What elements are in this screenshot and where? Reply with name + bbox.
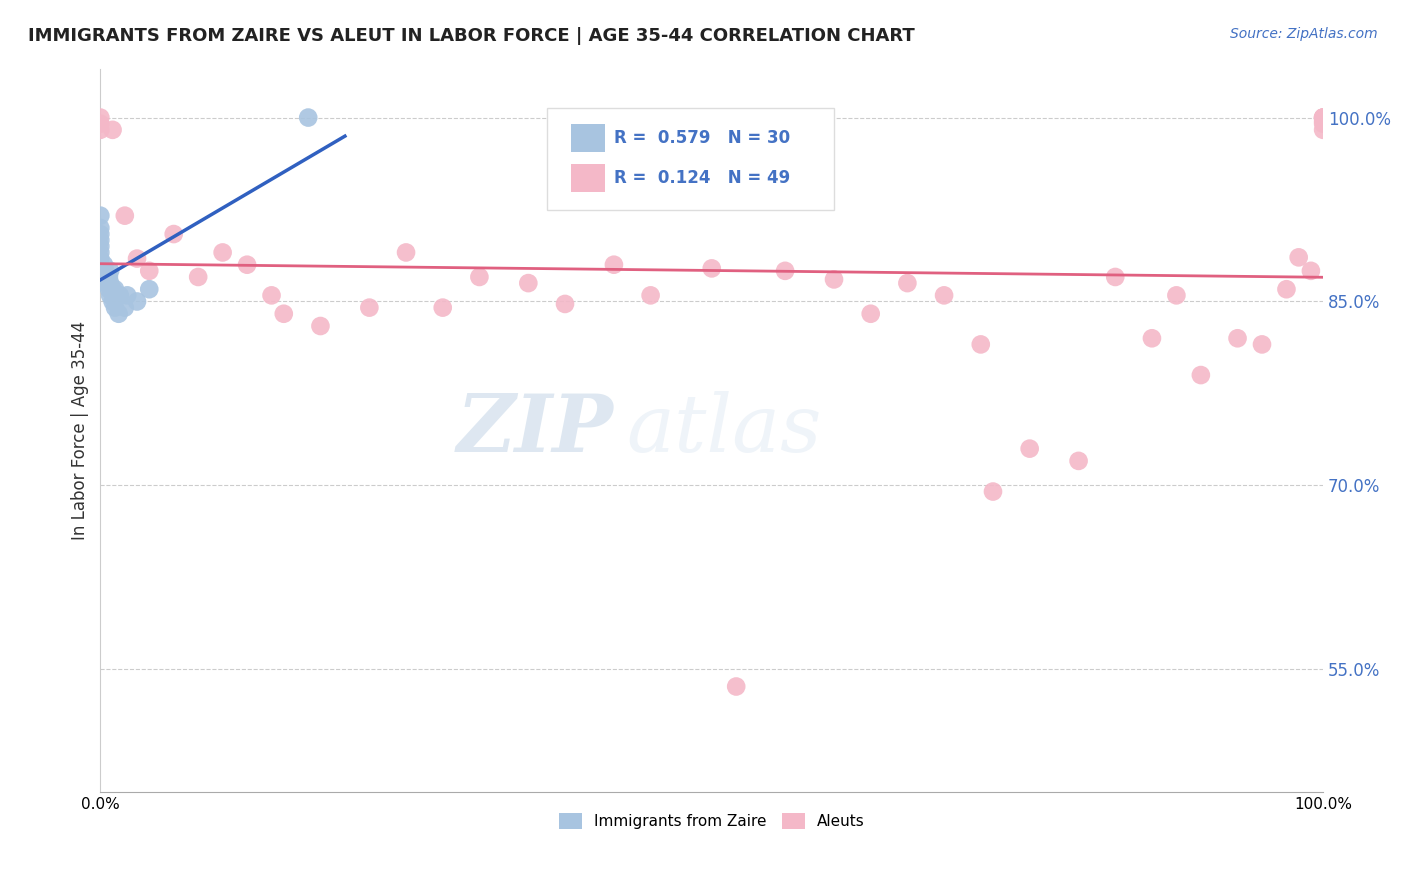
Point <box>603 258 626 272</box>
Point <box>101 282 124 296</box>
Point <box>163 227 186 241</box>
Point <box>89 245 111 260</box>
Point <box>309 318 332 333</box>
Point <box>97 282 120 296</box>
Point <box>125 294 148 309</box>
Text: Source: ZipAtlas.com: Source: ZipAtlas.com <box>1230 27 1378 41</box>
Point <box>125 252 148 266</box>
Point <box>89 221 111 235</box>
Point <box>1275 282 1298 296</box>
Point <box>297 111 319 125</box>
Y-axis label: In Labor Force | Age 35-44: In Labor Force | Age 35-44 <box>72 321 89 540</box>
Point <box>1312 117 1334 131</box>
Point <box>89 264 111 278</box>
Point <box>260 288 283 302</box>
Point <box>1018 442 1040 456</box>
Point <box>93 258 115 272</box>
Point <box>395 245 418 260</box>
Text: atlas: atlas <box>626 392 821 469</box>
Point <box>114 301 136 315</box>
Point <box>93 264 115 278</box>
Point <box>1312 111 1334 125</box>
Text: IMMIGRANTS FROM ZAIRE VS ALEUT IN LABOR FORCE | AGE 35-44 CORRELATION CHART: IMMIGRANTS FROM ZAIRE VS ALEUT IN LABOR … <box>28 27 915 45</box>
Point <box>1312 111 1334 125</box>
Point <box>94 264 117 278</box>
Point <box>1226 331 1249 345</box>
Point <box>89 209 111 223</box>
Point <box>89 258 111 272</box>
Point <box>859 307 882 321</box>
FancyBboxPatch shape <box>547 108 834 210</box>
Point <box>89 233 111 247</box>
Point <box>101 123 124 137</box>
Point <box>273 307 295 321</box>
Point <box>823 272 845 286</box>
Point <box>1140 331 1163 345</box>
Point <box>89 111 111 125</box>
Point <box>640 288 662 302</box>
Point <box>107 307 129 321</box>
Point <box>432 301 454 315</box>
Point <box>1166 288 1188 302</box>
Point <box>117 288 139 302</box>
Point <box>932 288 955 302</box>
Point <box>1299 264 1322 278</box>
Text: R =  0.124   N = 49: R = 0.124 N = 49 <box>614 169 790 186</box>
Point <box>89 117 111 131</box>
Point <box>98 276 121 290</box>
Point <box>700 261 723 276</box>
Point <box>94 276 117 290</box>
Point <box>98 264 121 278</box>
Point <box>981 484 1004 499</box>
Point <box>1104 270 1126 285</box>
Point <box>108 288 131 302</box>
Point <box>89 239 111 253</box>
Point <box>1312 114 1334 128</box>
Point <box>1312 111 1334 125</box>
Point <box>138 264 160 278</box>
Point <box>1251 337 1274 351</box>
Point <box>97 270 120 285</box>
Point <box>1312 123 1334 137</box>
Point <box>104 282 127 296</box>
Point <box>468 270 491 285</box>
Point <box>517 276 540 290</box>
Point <box>114 209 136 223</box>
Text: ZIP: ZIP <box>457 392 614 469</box>
Bar <box>571 164 606 192</box>
Point <box>554 297 576 311</box>
Point <box>1312 111 1334 125</box>
Point <box>138 282 160 296</box>
Point <box>211 245 233 260</box>
Point <box>101 294 124 309</box>
Point <box>89 123 111 137</box>
Bar <box>571 124 606 152</box>
Point <box>359 301 381 315</box>
Point <box>98 288 121 302</box>
Point <box>896 276 918 290</box>
Point <box>725 680 748 694</box>
Point <box>1067 454 1090 468</box>
Legend: Immigrants from Zaire, Aleuts: Immigrants from Zaire, Aleuts <box>553 806 870 835</box>
Point <box>236 258 259 272</box>
Point <box>104 301 127 315</box>
Point <box>89 227 111 241</box>
Point <box>93 270 115 285</box>
Point <box>187 270 209 285</box>
Point <box>970 337 993 351</box>
Point <box>773 264 796 278</box>
Text: R =  0.579   N = 30: R = 0.579 N = 30 <box>614 129 790 147</box>
Point <box>89 252 111 266</box>
Point <box>1189 368 1212 382</box>
Point <box>1288 251 1310 265</box>
